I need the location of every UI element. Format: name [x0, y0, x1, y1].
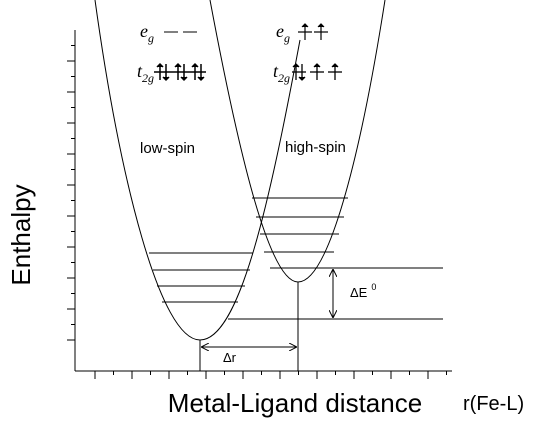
x-axis-label: Metal-Ligand distance — [168, 388, 422, 418]
delta-e-label: ΔE 0 — [350, 282, 376, 300]
high-spin-config: eg t2g — [273, 21, 342, 85]
low-spin-config: eg t2g — [137, 21, 206, 85]
svg-text:eg: eg — [276, 21, 290, 45]
svg-text:eg: eg — [140, 21, 154, 45]
delta-r-annotation — [199, 282, 299, 371]
t2g-subscript: 2g — [278, 71, 290, 85]
high-spin-levels — [252, 197, 348, 269]
eg-symbol: e — [276, 21, 284, 41]
delta-e-superscript: 0 — [371, 282, 376, 292]
axes — [67, 30, 452, 379]
t2g-subscript: 2g — [142, 71, 154, 85]
svg-text:t2g: t2g — [273, 61, 290, 85]
svg-text:t2g: t2g — [137, 61, 154, 85]
low-spin-curve — [94, 0, 301, 341]
eg-subscript: g — [284, 31, 290, 45]
eg-subscript: g — [148, 31, 154, 45]
ticks — [67, 45, 447, 379]
t2g-symbol: t — [137, 61, 143, 81]
low-spin-label: low-spin — [140, 140, 195, 157]
y-axis-label: Enthalpy — [6, 184, 36, 285]
delta-e-annotation — [228, 267, 443, 320]
delta-e: ΔE — [350, 285, 368, 300]
delta-r-label: Δr — [223, 350, 237, 365]
t2g-symbol: t — [273, 61, 279, 81]
x-axis-unit: r(Fe-L) — [463, 393, 524, 415]
eg-symbol: e — [140, 21, 148, 41]
high-spin-label: high-spin — [285, 139, 346, 156]
low-spin-levels — [149, 252, 253, 303]
